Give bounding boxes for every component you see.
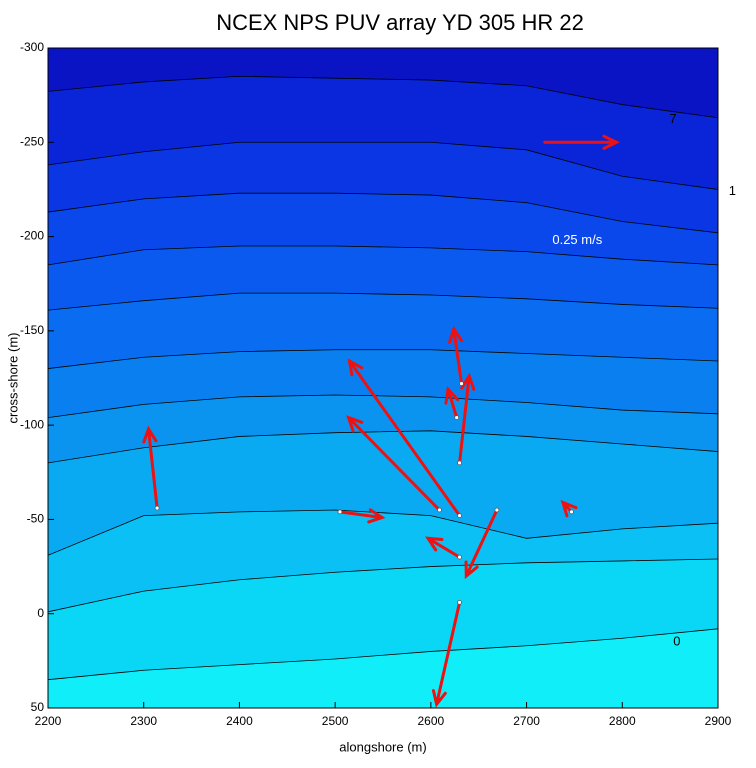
velocity-arrow [448,325,464,386]
velocity-arrow [425,536,462,559]
contour-line [48,192,718,234]
sensor [459,381,464,387]
y-tick-label: -250 [20,134,44,148]
contour-line [48,349,718,369]
sensor [494,507,500,513]
velocity-arrow [346,415,441,512]
contour-line [48,292,718,311]
y-tick-label: -50 [27,512,45,526]
sensor [437,507,442,513]
x-tick-label: 2200 [35,714,62,728]
contour-line [48,509,718,556]
velocity-arrow [338,508,386,524]
contour-line [48,628,718,681]
contour-line [48,245,718,266]
x-tick-label: 2700 [513,714,540,728]
contour-label: 0 [673,633,680,648]
contour-line [48,75,718,119]
velocity-arrow [464,508,499,580]
plot-area [48,48,718,708]
sensor [454,415,460,421]
contour-label: 1 [729,183,736,198]
velocity-arrow [444,386,460,420]
plot-frame [47,47,719,709]
y-tick-label: 0 [37,606,44,620]
y-tick-label: -300 [20,40,44,54]
x-tick-label: 2800 [609,714,636,728]
reference-arrow [543,134,620,150]
y-tick-label: -200 [20,229,44,243]
x-tick-label: 2900 [705,714,732,728]
velocity-arrow [458,372,476,465]
x-tick-label: 2500 [322,714,349,728]
sensor [457,460,462,466]
contour-line [48,558,718,613]
sensor [457,554,462,560]
sensor [154,505,160,511]
sensor [457,600,462,605]
x-tick-label: 2600 [418,714,445,728]
y-axis-label: cross-shore (m) [5,332,20,423]
x-tick-label: 2400 [226,714,253,728]
contour-line [48,141,718,190]
x-axis-label: alongshore (m) [339,739,426,754]
sensor [569,509,574,515]
y-tick-label: -100 [20,417,44,431]
velocity-arrow [142,425,159,510]
velocity-arrow [431,600,462,708]
sensor [457,513,462,519]
sensor [337,509,343,515]
y-tick-label: 50 [31,700,45,714]
contour-line [48,394,718,418]
y-tick-label: -150 [20,323,44,337]
velocity-arrow [347,358,462,518]
contour-line [48,430,718,464]
reference-label: 0.25 m/s [552,232,602,247]
chart-title: NCEX NPS PUV array YD 305 HR 22 [216,10,584,35]
x-tick-label: 2300 [130,714,157,728]
contour-label: 7 [669,111,676,126]
